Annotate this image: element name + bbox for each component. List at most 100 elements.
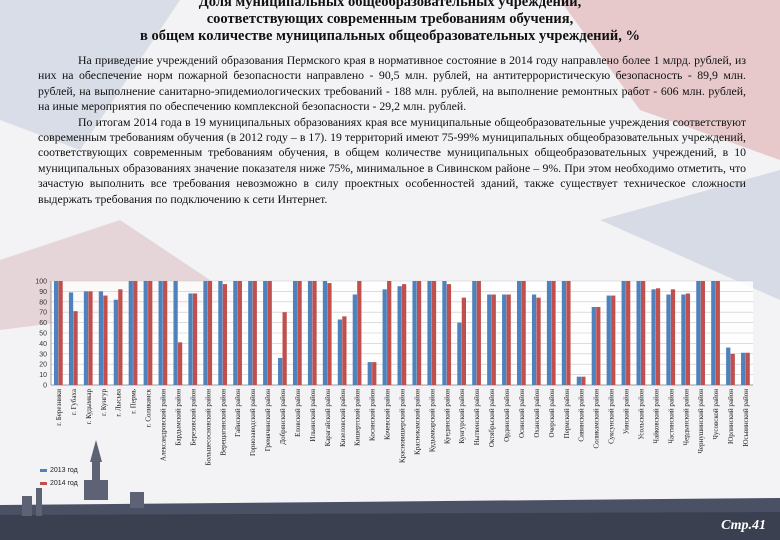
bar-2014: [73, 311, 78, 385]
x-tick-label: Оханский район: [533, 389, 541, 438]
bar-2013: [128, 281, 133, 385]
bar-2014: [640, 281, 646, 385]
x-tick-label: Ординский район: [503, 389, 511, 442]
x-tick-label: г. Березники: [55, 389, 63, 426]
bar-2014: [88, 291, 93, 385]
bar-2013: [113, 299, 118, 385]
bar-2014: [611, 295, 616, 385]
bar-2014: [312, 281, 317, 385]
bar-2013: [98, 291, 104, 385]
bar-2013: [278, 357, 283, 385]
bar-2014: [491, 294, 496, 385]
x-tick-label: Юрлинский район: [727, 389, 735, 444]
x-tick-label: г. Кудымкар: [85, 389, 93, 425]
x-tick-label: г. Соликамск: [145, 388, 153, 427]
x-tick-label: Нытвенский район: [473, 389, 481, 446]
bar-2013: [427, 281, 432, 385]
x-tick-label: Березовский район: [189, 389, 197, 446]
bar-2013: [517, 281, 522, 385]
legend-item-2014: 2014 год: [40, 477, 78, 490]
bar-2013: [726, 347, 731, 385]
bar-2014: [58, 281, 63, 385]
y-tick-label: 10: [39, 372, 47, 379]
bar-2013: [352, 294, 357, 385]
x-tick-label: Добрянский район: [279, 389, 287, 445]
bar-2014: [327, 283, 332, 385]
bar-2014: [506, 294, 511, 385]
bar-2013: [322, 281, 328, 385]
x-tick-label: Александровский район: [160, 389, 168, 461]
x-tick-label: Чердынский район: [682, 389, 690, 446]
bar-2013: [158, 281, 163, 385]
x-tick-label: Чернушинский район: [697, 389, 705, 454]
bar-2013: [546, 281, 552, 385]
x-tick-label: Чайковский район: [652, 389, 660, 444]
x-tick-label: Суксунский район: [608, 389, 616, 444]
bar-2014: [581, 376, 586, 385]
body-text: На приведение учреждений образования Пер…: [38, 53, 746, 207]
x-tick-label: Октябрьский район: [488, 389, 496, 447]
bar-2014: [148, 281, 153, 385]
x-tick-label: Юсьвинский район: [742, 389, 750, 447]
x-tick-label: Частинский район: [667, 389, 675, 444]
bar-2014: [372, 362, 377, 385]
x-tick-label: Кунгурский район: [458, 389, 466, 444]
x-tick-label: Краснокамский район: [413, 389, 421, 455]
bar-2014: [192, 293, 198, 385]
bar-2013: [651, 289, 656, 385]
bar-2013: [576, 376, 582, 385]
legend-swatch-2013: [40, 469, 47, 472]
x-tick-label: Кочевский район: [384, 389, 392, 440]
x-tick-label: Очерский район: [548, 389, 556, 438]
bar-2013: [367, 362, 372, 385]
bar-2014: [566, 281, 571, 385]
bar-2014: [342, 316, 347, 385]
x-tick-label: Еловский район: [294, 389, 302, 437]
bar-2014: [387, 281, 392, 385]
bar-2014: [207, 281, 213, 385]
x-tick-label: Горнозаводский район: [249, 389, 257, 456]
bar-2013: [143, 281, 148, 385]
bar-2014: [431, 281, 437, 385]
bar-2013: [218, 281, 223, 385]
bar-2013: [53, 281, 59, 385]
x-tick-label: Гремячинский район: [264, 389, 272, 451]
x-tick-label: г. Пермь: [130, 389, 138, 414]
bar-2014: [357, 281, 362, 385]
bar-2013: [292, 281, 298, 385]
bar-2014: [670, 289, 676, 385]
legend-item-2013: 2013 год: [40, 464, 78, 477]
x-tick-label: Косинский район: [369, 389, 377, 441]
legend-swatch-2014: [40, 482, 47, 485]
bar-2014: [551, 281, 556, 385]
bar-2014: [685, 293, 691, 385]
bar-2013: [472, 281, 477, 385]
bar-2013: [531, 294, 537, 385]
bar-2014: [416, 281, 422, 385]
y-tick-label: 0: [43, 383, 47, 390]
paragraph-results: По итогам 2014 года в 19 муниципальных о…: [38, 114, 746, 206]
x-tick-label: Верещагинский район: [219, 389, 227, 456]
bar-2013: [591, 307, 596, 385]
bar-2013: [83, 291, 89, 385]
bar-2013: [681, 294, 686, 385]
legend-label-2013: 2013 год: [50, 467, 78, 474]
bar-2014: [267, 281, 272, 385]
bar-2014: [402, 284, 407, 385]
bar-2013: [741, 352, 746, 385]
bar-2014: [745, 352, 750, 385]
x-tick-label: Усольский район: [637, 389, 645, 440]
x-tick-label: Соликамский район: [593, 389, 601, 449]
x-tick-label: г. Лысьва: [115, 388, 123, 417]
chart-svg: 0 10 20 30 40 50 60 70 80 90 100 г. Березники г. Губ…: [35, 279, 753, 466]
x-tick-label: Уинский район: [623, 389, 631, 434]
bar-2014: [297, 281, 302, 385]
bar-2014: [730, 353, 735, 385]
bar-2013: [487, 294, 492, 385]
bar-2013: [696, 281, 701, 385]
chart-legend: 2013 год 2014 год: [40, 464, 78, 490]
y-tick-label: 80: [39, 299, 47, 306]
x-tick-label: Бардымский район: [174, 389, 182, 446]
bar-2014: [103, 295, 108, 385]
